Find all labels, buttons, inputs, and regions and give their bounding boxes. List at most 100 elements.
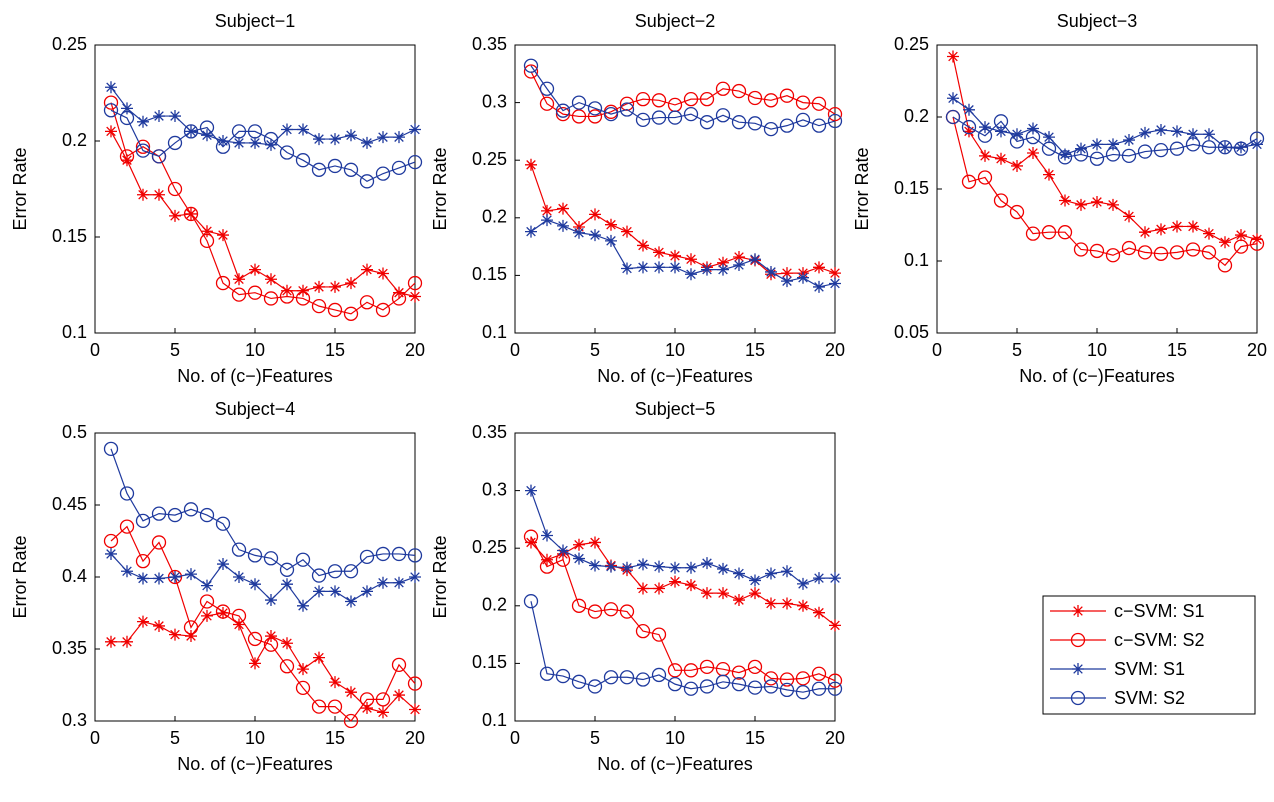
x-axis-label: No. of (c−)Features — [177, 366, 333, 386]
star-marker — [685, 253, 697, 266]
star-marker — [185, 630, 197, 643]
star-marker — [733, 567, 745, 580]
star-marker — [995, 152, 1007, 165]
star-marker — [797, 577, 809, 590]
x-tick-label: 15 — [325, 728, 345, 748]
circle-marker — [603, 670, 619, 685]
circle-marker — [359, 295, 375, 310]
star-marker — [345, 686, 357, 699]
circle-marker — [667, 110, 683, 125]
legend-label: SVM: S2 — [1114, 688, 1185, 708]
star-marker — [169, 110, 181, 123]
circle-marker — [763, 679, 779, 694]
circle-marker — [183, 620, 199, 635]
star-marker — [409, 290, 421, 303]
circle-marker — [391, 160, 407, 176]
star-marker — [1059, 194, 1071, 207]
circle-marker — [795, 671, 811, 686]
circle-marker — [571, 95, 587, 110]
star-marker — [653, 261, 665, 274]
circle-marker — [103, 103, 119, 118]
star-marker — [963, 125, 975, 138]
circle-marker — [619, 604, 635, 619]
star-marker — [653, 560, 665, 573]
star-marker — [621, 262, 633, 275]
subplot-title: Subject−1 — [215, 11, 296, 31]
circle-marker — [811, 96, 827, 111]
circle-marker — [135, 139, 151, 154]
circle-marker — [1153, 246, 1169, 261]
circle-marker — [359, 174, 375, 189]
x-tick-label: 20 — [825, 340, 845, 360]
star-marker — [121, 565, 133, 578]
circle-marker — [231, 287, 247, 302]
star-marker — [281, 284, 293, 297]
star-marker — [377, 706, 389, 719]
circle-marker — [651, 93, 667, 108]
series-line — [952, 56, 1258, 243]
circle-marker — [359, 692, 375, 707]
series-line — [530, 601, 835, 693]
circle-marker — [1169, 141, 1185, 156]
circle-marker — [699, 115, 715, 130]
circle-marker — [683, 106, 699, 122]
star-marker — [637, 239, 649, 252]
star-marker — [153, 572, 165, 585]
star-marker — [313, 133, 325, 146]
star-marker — [765, 567, 777, 580]
circle-marker — [279, 562, 295, 577]
y-tick-label: 0.3 — [482, 91, 507, 111]
x-tick-label: 20 — [825, 728, 845, 748]
circle-marker — [375, 546, 391, 562]
star-marker — [265, 138, 277, 151]
circle-marker — [215, 139, 231, 154]
star-marker — [589, 229, 601, 242]
star-marker — [717, 587, 729, 600]
circle-marker — [1169, 245, 1185, 260]
circle-marker — [555, 103, 571, 118]
star-marker — [557, 544, 569, 557]
x-tick-label: 10 — [245, 340, 265, 360]
star-marker — [653, 246, 665, 259]
star-marker — [265, 630, 277, 643]
circle-marker — [135, 143, 151, 158]
star-marker — [393, 689, 405, 702]
circle-marker — [343, 564, 359, 579]
star-marker — [1235, 229, 1247, 242]
star-marker — [137, 615, 149, 628]
circle-marker — [407, 275, 423, 291]
circle-marker — [635, 623, 651, 639]
star-marker — [733, 594, 745, 607]
x-axis-label: No. of (c−)Features — [597, 754, 753, 774]
star-marker — [701, 587, 713, 600]
circle-marker — [571, 674, 587, 689]
star-marker — [1123, 134, 1135, 147]
star-marker — [201, 225, 213, 238]
star-marker — [313, 651, 325, 664]
star-marker — [947, 92, 959, 105]
star-marker — [685, 579, 697, 592]
star-marker — [765, 597, 777, 610]
series-line — [952, 97, 1258, 156]
star-marker — [701, 263, 713, 276]
x-tick-label: 5 — [170, 728, 180, 748]
star-marker — [781, 597, 793, 610]
circle-marker — [619, 96, 635, 111]
star-marker — [1251, 233, 1263, 246]
star-marker — [963, 103, 975, 116]
circle-marker — [1041, 141, 1057, 156]
series-line — [110, 109, 416, 183]
circle-marker — [683, 91, 699, 107]
star-marker — [1059, 148, 1071, 161]
star-marker — [329, 585, 341, 598]
circle-marker — [263, 291, 279, 306]
circle-marker — [961, 119, 977, 135]
circle-marker — [539, 96, 555, 111]
circle-marker — [343, 162, 359, 177]
circle-marker — [523, 529, 539, 544]
star-marker — [345, 277, 357, 290]
circle-marker — [587, 101, 603, 116]
circle-marker — [779, 118, 795, 133]
circle-marker — [555, 668, 571, 684]
